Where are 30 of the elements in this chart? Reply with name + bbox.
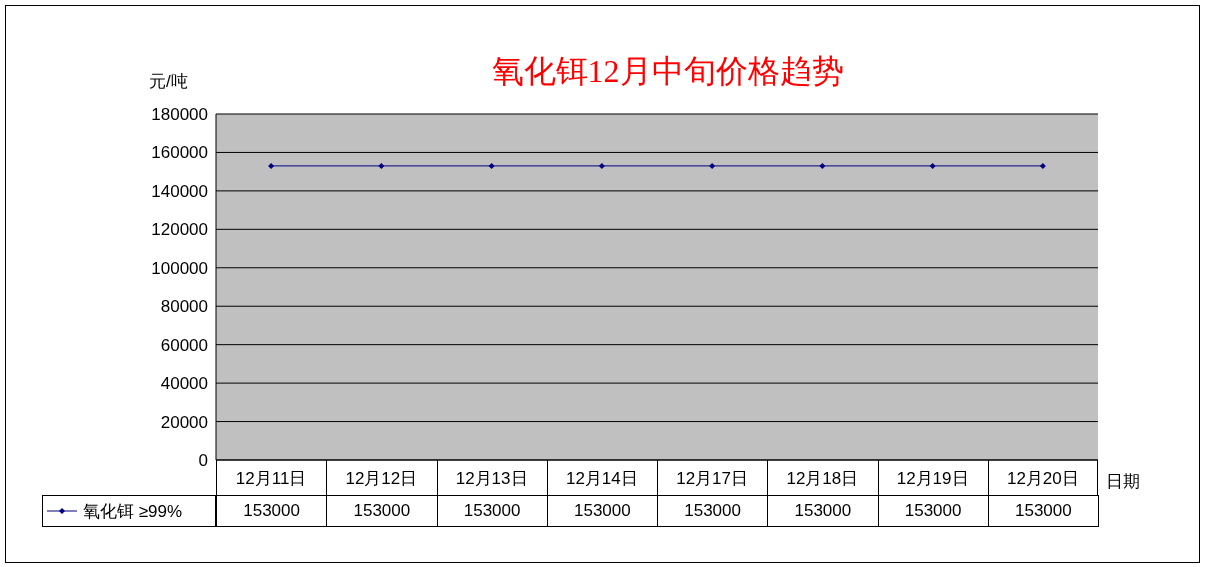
y-tick-label: 160000 — [151, 143, 208, 163]
chart-title: 氧化铒12月中旬价格趋势 — [491, 53, 844, 89]
y-tick-label: 120000 — [151, 220, 208, 240]
x-tick-label: 12月12日 — [345, 469, 418, 489]
y-tick-label: 0 — [198, 451, 208, 471]
data-label: 153000 — [877, 495, 989, 527]
y-tick-label: 60000 — [160, 335, 208, 355]
y-tick-label: 180000 — [151, 105, 208, 125]
y-tick-label: 100000 — [151, 258, 208, 278]
x-tick-label: 12月18日 — [786, 469, 859, 489]
x-tick-label: 12月20日 — [1006, 469, 1079, 489]
data-label: 153000 — [546, 495, 658, 527]
x-axis-title: 日期 — [1106, 471, 1140, 493]
data-label: 153000 — [216, 495, 328, 527]
y-tick-label: 40000 — [160, 374, 208, 394]
y-tick-label: 20000 — [160, 412, 208, 432]
y-axis-title: 元/吨 — [149, 71, 188, 93]
data-label: 153000 — [657, 495, 769, 527]
x-tick-label: 12月11日 — [235, 469, 307, 489]
data-label: 153000 — [767, 495, 879, 527]
x-tick-label: 12月17日 — [676, 469, 749, 489]
y-tick-label: 80000 — [160, 297, 208, 317]
data-label: 153000 — [326, 495, 438, 527]
data-label: 153000 — [987, 495, 1099, 527]
legend-label: 氧化铒 ≥99% — [83, 500, 183, 523]
y-tick-label: 140000 — [151, 181, 208, 201]
x-tick-label: 12月14日 — [565, 469, 638, 489]
x-tick-label: 12月13日 — [455, 469, 528, 489]
x-tick-label: 12月19日 — [896, 469, 969, 489]
data-label: 153000 — [436, 495, 548, 527]
